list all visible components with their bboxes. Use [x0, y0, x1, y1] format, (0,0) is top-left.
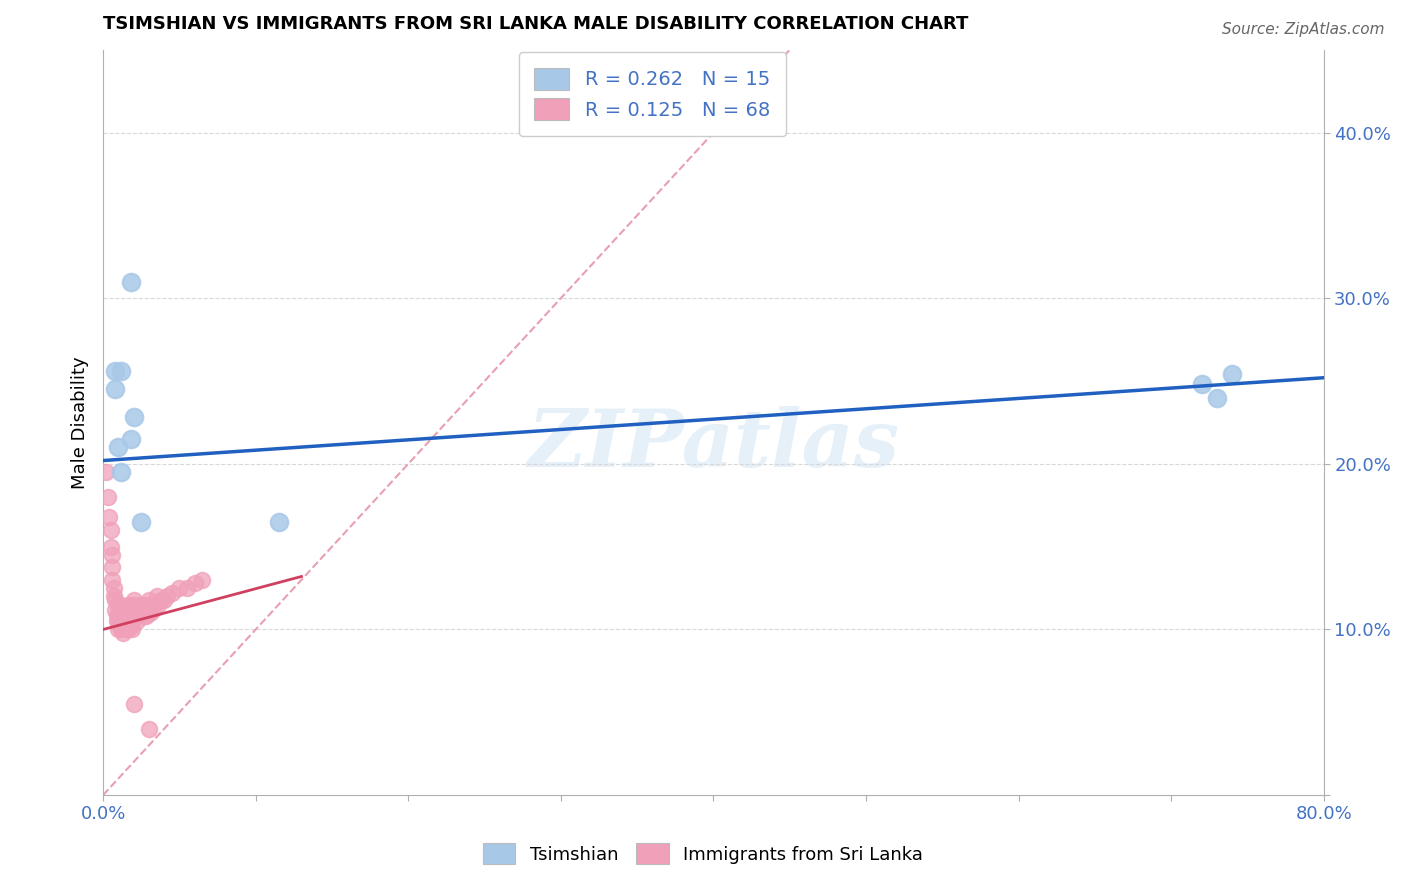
Point [122, 592, 145, 607]
Point [132, 606, 155, 620]
Point [135, 598, 157, 612]
Point [105, 614, 128, 628]
Point [1191, 377, 1213, 392]
Point [160, 586, 183, 600]
Point [104, 364, 127, 378]
Point [129, 598, 152, 612]
Point [138, 592, 160, 607]
Point [156, 590, 179, 604]
Point [117, 623, 139, 637]
Point [138, 722, 160, 736]
Point [122, 697, 145, 711]
Point [183, 576, 205, 591]
Point [118, 602, 141, 616]
Point [100, 523, 122, 537]
Point [110, 598, 132, 612]
Point [1220, 368, 1243, 382]
Point [122, 410, 145, 425]
Point [169, 581, 191, 595]
Point [150, 592, 173, 607]
Y-axis label: Male Disability: Male Disability [72, 356, 89, 489]
Point [114, 615, 136, 630]
Point [107, 598, 129, 612]
Point [120, 606, 142, 620]
Point [103, 590, 125, 604]
Point [135, 609, 157, 624]
Point [98, 509, 121, 524]
Point [103, 581, 125, 595]
Point [97, 490, 120, 504]
Point [108, 619, 131, 633]
Point [108, 609, 131, 624]
Point [127, 606, 149, 620]
Point [120, 432, 142, 446]
Point [96, 465, 118, 479]
Point [105, 609, 128, 624]
Point [176, 581, 198, 595]
Point [120, 598, 142, 612]
Point [111, 625, 134, 640]
Point [153, 592, 176, 607]
Point [129, 515, 152, 529]
Point [1206, 391, 1229, 405]
Point [120, 619, 142, 633]
Point [117, 598, 139, 612]
Point [122, 609, 145, 624]
Point [108, 606, 131, 620]
Point [111, 614, 134, 628]
Point [117, 609, 139, 624]
Point [110, 465, 132, 479]
Point [115, 623, 138, 637]
Point [145, 590, 167, 604]
Point [107, 606, 129, 620]
Point [111, 602, 134, 616]
Point [121, 609, 143, 624]
Point [136, 602, 159, 616]
Legend: R = 0.262   N = 15, R = 0.125   N = 68: R = 0.262 N = 15, R = 0.125 N = 68 [519, 52, 786, 136]
Point [191, 573, 214, 587]
Point [110, 609, 132, 624]
Point [110, 364, 132, 378]
Point [107, 440, 129, 454]
Text: TSIMSHIAN VS IMMIGRANTS FROM SRI LANKA MALE DISABILITY CORRELATION CHART: TSIMSHIAN VS IMMIGRANTS FROM SRI LANKA M… [103, 15, 969, 33]
Text: Source: ZipAtlas.com: Source: ZipAtlas.com [1222, 22, 1385, 37]
Text: ZIPatlas: ZIPatlas [527, 406, 900, 483]
Point [107, 623, 129, 637]
Point [100, 540, 122, 554]
Point [118, 614, 141, 628]
Point [141, 598, 163, 612]
Point [104, 602, 127, 616]
Point [107, 614, 129, 628]
Point [134, 609, 156, 624]
Point [104, 592, 127, 607]
Point [125, 614, 148, 628]
Point [114, 606, 136, 620]
Point [124, 602, 146, 616]
Point [120, 275, 142, 289]
Legend: Tsimshian, Immigrants from Sri Lanka: Tsimshian, Immigrants from Sri Lanka [468, 829, 938, 879]
Point [142, 602, 165, 616]
Point [101, 548, 124, 562]
Point [101, 559, 124, 574]
Point [110, 623, 132, 637]
Point [146, 598, 169, 612]
Point [125, 598, 148, 612]
Point [115, 609, 138, 624]
Point [139, 606, 162, 620]
Point [101, 573, 124, 587]
Point [104, 382, 127, 396]
Point [121, 623, 143, 637]
Point [128, 609, 150, 624]
Point [267, 515, 290, 529]
